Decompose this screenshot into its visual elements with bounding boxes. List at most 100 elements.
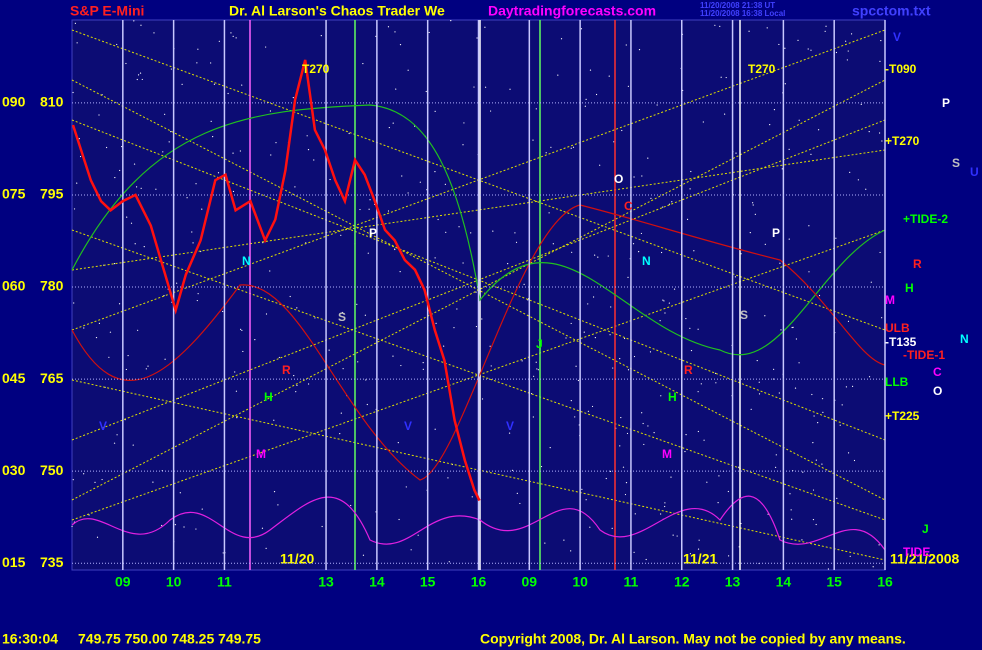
star: [849, 171, 851, 173]
star: [817, 129, 820, 131]
star: [445, 231, 447, 233]
star: [690, 170, 692, 173]
star: [481, 398, 484, 400]
star: [685, 317, 687, 320]
y2-tick-label: 015: [2, 554, 26, 570]
annotation: V: [506, 419, 514, 433]
star: [126, 216, 128, 218]
title: Dr. Al Larson's Chaos Trader We: [229, 3, 445, 19]
star: [73, 208, 76, 210]
x-tick-label: 13: [318, 574, 334, 590]
star: [453, 327, 455, 329]
star: [143, 246, 145, 248]
star: [697, 391, 699, 393]
star: [72, 479, 74, 481]
star: [725, 76, 727, 79]
star: [484, 86, 487, 88]
star: [140, 24, 142, 26]
star: [641, 412, 643, 414]
star: [95, 336, 98, 339]
star: [574, 416, 576, 418]
star: [232, 35, 234, 37]
y-tick-label: 735: [40, 554, 64, 570]
star: [824, 30, 826, 32]
star: [329, 178, 331, 181]
star: [813, 415, 815, 417]
star: [847, 452, 850, 454]
star: [201, 508, 203, 510]
star: [775, 454, 777, 456]
star: [367, 252, 369, 254]
x-tick-label: 15: [420, 574, 436, 590]
annotation: J: [536, 337, 543, 351]
star: [653, 432, 655, 434]
star: [394, 248, 396, 251]
star: [470, 232, 472, 234]
star: [295, 391, 297, 393]
annotation: TIDE: [903, 545, 930, 559]
star: [878, 132, 881, 134]
star: [788, 148, 790, 150]
star: [685, 434, 687, 436]
star: [125, 368, 127, 371]
star: [515, 241, 518, 243]
star: [847, 320, 850, 322]
star: [881, 140, 883, 142]
star: [719, 25, 721, 27]
star: [581, 488, 583, 490]
star: [624, 493, 627, 496]
star: [108, 356, 110, 358]
annotation: -T135: [885, 335, 917, 349]
star: [660, 251, 663, 254]
star: [296, 307, 298, 309]
star: [509, 88, 511, 90]
star: [71, 525, 73, 528]
utc-time: 11/20/2008 21:38 UT: [700, 1, 775, 10]
star: [697, 328, 699, 330]
star: [570, 400, 572, 402]
star: [275, 142, 277, 144]
local-time: 11/20/2008 16:38 Local: [700, 9, 785, 18]
star: [94, 481, 96, 483]
star: [868, 130, 870, 133]
star: [340, 234, 342, 236]
star: [428, 31, 430, 34]
star: [313, 159, 315, 161]
star: [807, 48, 809, 50]
star: [595, 93, 598, 96]
star: [570, 147, 572, 149]
star: [879, 251, 881, 254]
star: [434, 428, 436, 430]
star: [625, 44, 627, 46]
star: [462, 262, 464, 264]
x-tick-label: 15: [826, 574, 842, 590]
star: [608, 75, 610, 77]
star: [545, 152, 547, 154]
star: [672, 534, 674, 536]
star: [575, 365, 577, 367]
star: [458, 226, 460, 228]
star: [254, 339, 256, 341]
day-label: 11/20: [280, 551, 314, 567]
star: [145, 368, 147, 370]
star: [212, 136, 214, 138]
y2-tick-label: 045: [2, 370, 26, 386]
star: [550, 146, 552, 148]
star: [471, 496, 473, 498]
star: [235, 37, 237, 39]
star: [227, 92, 229, 95]
annotation: LLB: [885, 375, 909, 389]
star: [689, 188, 691, 190]
star: [186, 197, 188, 199]
star: [663, 300, 665, 302]
star: [398, 518, 400, 521]
star: [749, 232, 751, 234]
star: [532, 139, 534, 141]
star: [213, 83, 216, 85]
star: [627, 276, 629, 278]
star: [448, 561, 450, 563]
star: [845, 386, 847, 388]
star: [98, 322, 101, 324]
star: [769, 124, 771, 126]
star: [627, 85, 629, 87]
